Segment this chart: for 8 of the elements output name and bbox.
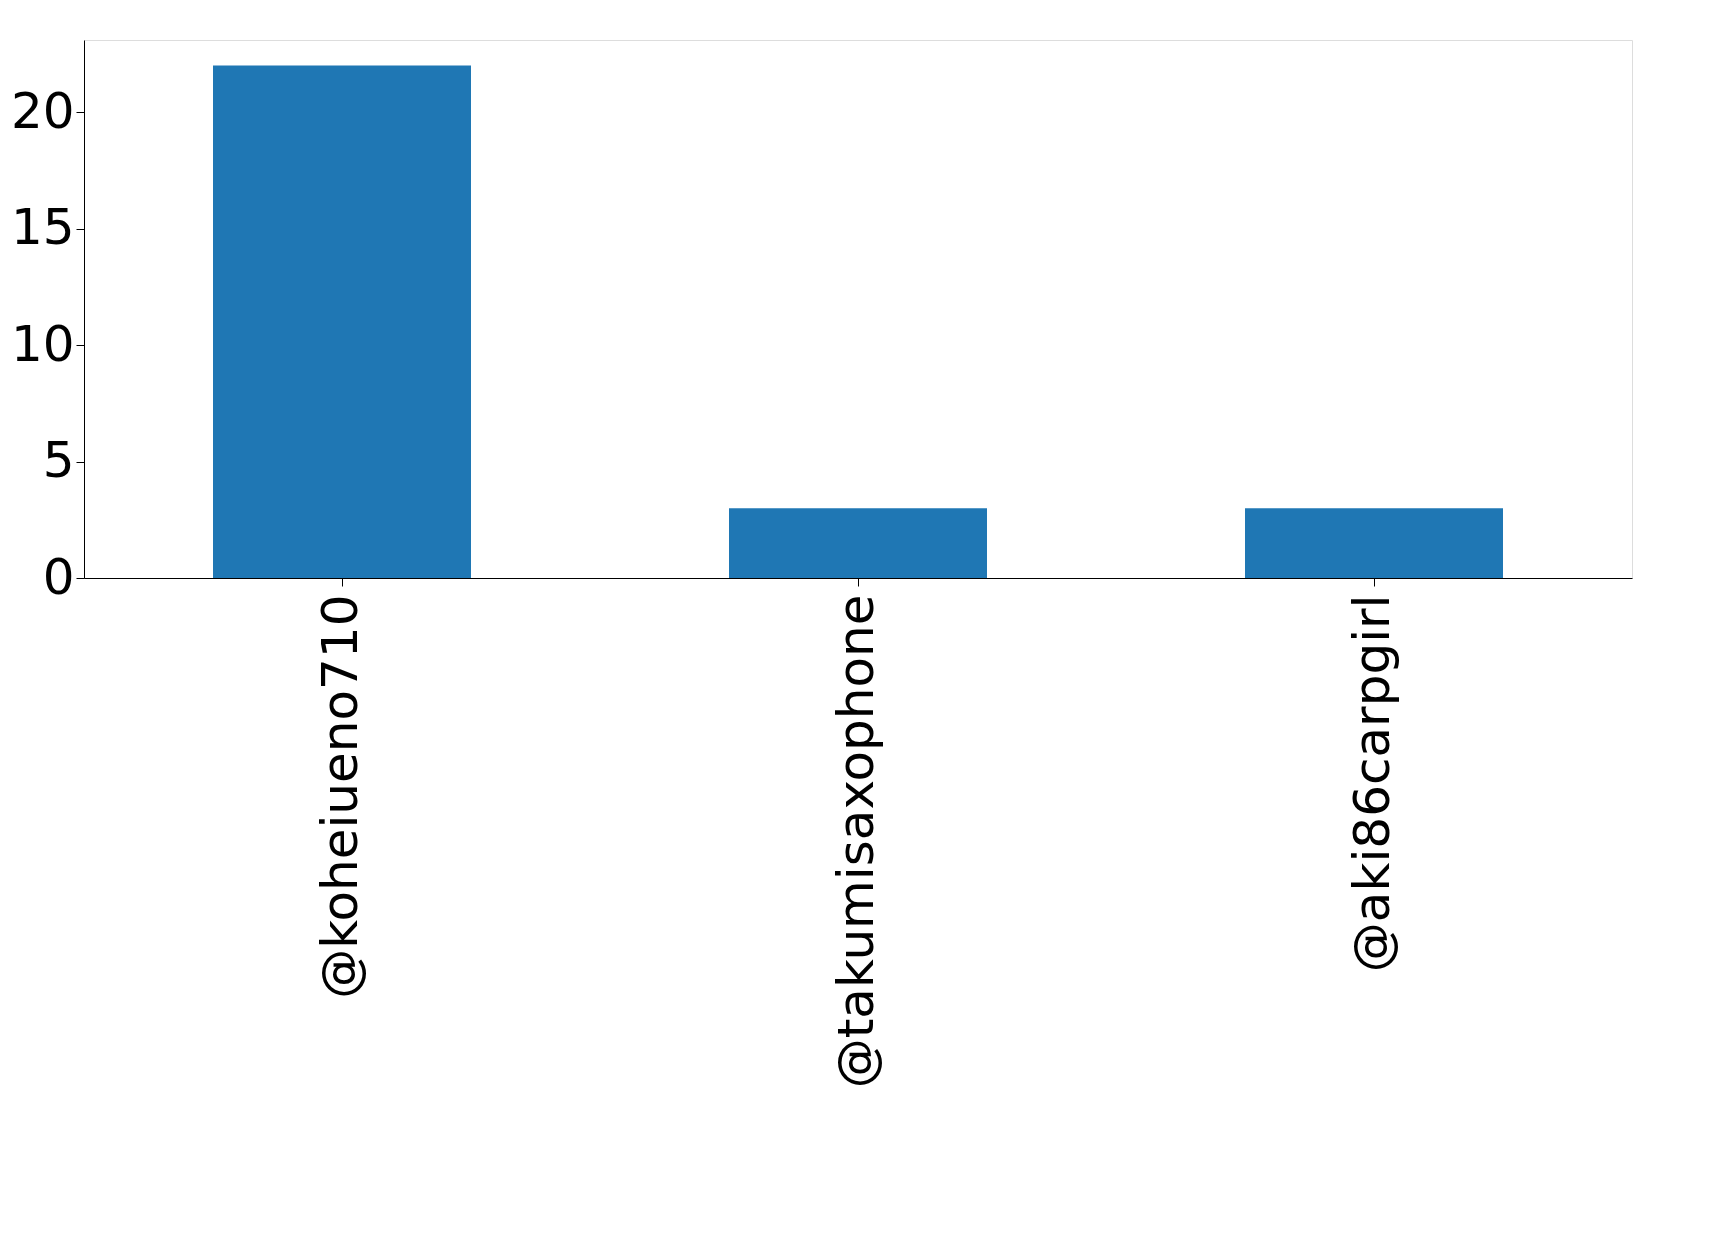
x-tick-label: @koheiueno710 bbox=[311, 594, 369, 999]
x-tick-label: @takumisaxophone bbox=[827, 594, 885, 1089]
y-tick-label: 0 bbox=[42, 547, 75, 606]
y-tick-label: 5 bbox=[42, 431, 75, 490]
y-tick-label: 20 bbox=[10, 81, 75, 140]
y-tick-label: 15 bbox=[10, 198, 75, 257]
x-tick-label: @aki86carpgirl bbox=[1343, 594, 1401, 973]
y-tick-label: 10 bbox=[10, 314, 75, 373]
